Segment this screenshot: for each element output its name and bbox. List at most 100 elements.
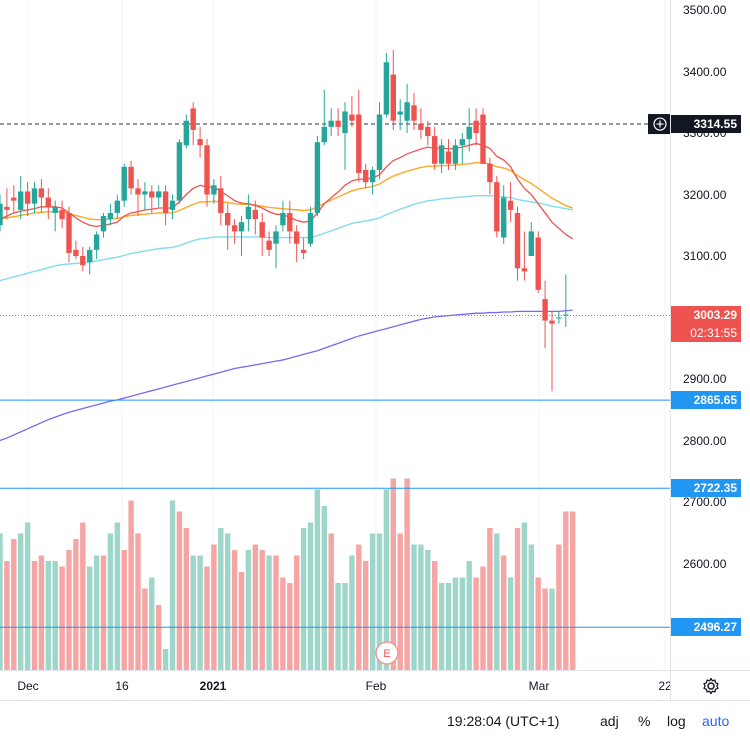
percent-scale-toggle[interactable]: % <box>638 713 651 729</box>
candle-body[interactable] <box>266 240 272 250</box>
candle-body[interactable] <box>287 212 293 232</box>
candle-body[interactable] <box>4 206 10 210</box>
candle-body[interactable] <box>480 114 486 164</box>
candle-body[interactable] <box>321 126 327 143</box>
chart-pane[interactable]: E <box>0 0 670 670</box>
candle-body[interactable] <box>397 111 403 115</box>
candle-body[interactable] <box>376 114 383 170</box>
candle-body[interactable] <box>142 191 148 195</box>
candle-body[interactable] <box>135 188 141 195</box>
candle-body[interactable] <box>528 231 534 256</box>
earnings-event-marker[interactable]: E <box>375 641 399 665</box>
crosshair-price-tag[interactable]: 3314.55 <box>671 115 741 134</box>
candle-body[interactable] <box>169 200 176 210</box>
candle-body[interactable] <box>211 185 217 195</box>
clock-display[interactable]: 19:28:04 (UTC+1) <box>447 713 560 729</box>
candle-body[interactable] <box>18 191 24 210</box>
candle-body[interactable] <box>356 114 362 173</box>
candle-body[interactable] <box>542 299 548 321</box>
adjust-toggle[interactable]: adj <box>600 713 619 729</box>
price-axis[interactable]: 2600.002700.002800.002900.003000.003100.… <box>670 0 750 670</box>
candle-body[interactable] <box>38 188 45 198</box>
candle-body[interactable] <box>445 151 452 164</box>
candle-body[interactable] <box>328 120 334 127</box>
candle-body[interactable] <box>418 123 424 130</box>
candle-body[interactable] <box>87 249 93 263</box>
candle-body[interactable] <box>183 120 189 146</box>
candle-body[interactable] <box>190 108 196 130</box>
candle-body[interactable] <box>273 231 279 244</box>
candle-body[interactable] <box>59 209 65 220</box>
candle-body[interactable] <box>425 126 431 137</box>
candle-body[interactable] <box>342 111 348 133</box>
candle-body[interactable] <box>149 191 155 198</box>
candle-body[interactable] <box>473 120 479 133</box>
candle-body[interactable] <box>121 166 127 201</box>
candle-body[interactable] <box>93 234 100 250</box>
candle-body[interactable] <box>438 145 445 164</box>
candle-body[interactable] <box>501 197 507 238</box>
candle-body[interactable] <box>245 206 252 220</box>
plus-circle-icon[interactable] <box>648 114 670 135</box>
candle-body[interactable] <box>114 200 120 213</box>
candle-body[interactable] <box>363 169 369 183</box>
chart-settings-button[interactable] <box>670 670 750 701</box>
candle-body[interactable] <box>383 62 390 115</box>
candle-body[interactable] <box>162 191 169 213</box>
candle-body[interactable] <box>307 212 314 244</box>
candle-body[interactable] <box>0 203 3 226</box>
candle-body[interactable] <box>259 222 265 238</box>
candle-body[interactable] <box>432 136 438 164</box>
level-price-tag[interactable]: 2865.65 <box>671 391 741 410</box>
candle-body[interactable] <box>252 209 258 220</box>
candle-body[interactable] <box>314 142 321 213</box>
auto-scale-toggle[interactable]: auto <box>702 713 730 729</box>
candle-body[interactable] <box>494 182 500 232</box>
candle-body[interactable] <box>204 145 210 195</box>
candle-body[interactable] <box>45 197 51 207</box>
candle-body[interactable] <box>507 200 514 210</box>
candle-body[interactable] <box>556 317 562 319</box>
candle-body[interactable] <box>300 249 307 253</box>
candle-body[interactable] <box>280 212 286 226</box>
candle-body[interactable] <box>52 206 58 213</box>
candle-body[interactable] <box>66 212 72 253</box>
log-scale-toggle[interactable]: log <box>667 713 686 729</box>
candle-body[interactable] <box>563 314 569 316</box>
candle-body[interactable] <box>335 120 341 127</box>
candle-body[interactable] <box>238 222 245 232</box>
candle-body[interactable] <box>514 212 521 269</box>
candle-body[interactable] <box>521 268 528 272</box>
candle-body[interactable] <box>404 102 410 121</box>
level-price-tag[interactable]: 2722.35 <box>671 479 741 498</box>
candle-body[interactable] <box>452 145 459 164</box>
level-price-tag[interactable]: 2496.27 <box>671 618 741 637</box>
candle-body[interactable] <box>11 197 17 201</box>
candle-body[interactable] <box>218 188 224 213</box>
candle-body[interactable] <box>31 188 38 204</box>
candle-body[interactable] <box>231 225 238 232</box>
last-price-tag[interactable]: 3003.29 <box>671 306 741 325</box>
candle-body[interactable] <box>80 256 86 266</box>
candle-body[interactable] <box>294 231 300 244</box>
gear-icon[interactable] <box>702 677 720 695</box>
time-axis[interactable]: Dec 16 2021 Feb Mar 22 <box>0 670 672 701</box>
chart-svg[interactable]: E <box>0 0 670 670</box>
candle-body[interactable] <box>411 105 417 121</box>
candle-body[interactable] <box>549 320 555 324</box>
candle-body[interactable] <box>107 212 114 220</box>
candle-body[interactable] <box>225 212 231 226</box>
candle-body[interactable] <box>369 169 376 183</box>
candle-body[interactable] <box>349 114 355 121</box>
candle-body[interactable] <box>390 74 396 121</box>
candle-body[interactable] <box>197 139 203 146</box>
candle-body[interactable] <box>176 142 183 201</box>
candle-body[interactable] <box>466 126 472 140</box>
candle-body[interactable] <box>24 191 31 204</box>
candle-body[interactable] <box>156 191 162 198</box>
candle-body[interactable] <box>128 166 134 189</box>
candle-body[interactable] <box>535 237 541 290</box>
candle-body[interactable] <box>73 249 79 256</box>
candle-body[interactable] <box>487 163 493 183</box>
candle-body[interactable] <box>459 139 465 146</box>
